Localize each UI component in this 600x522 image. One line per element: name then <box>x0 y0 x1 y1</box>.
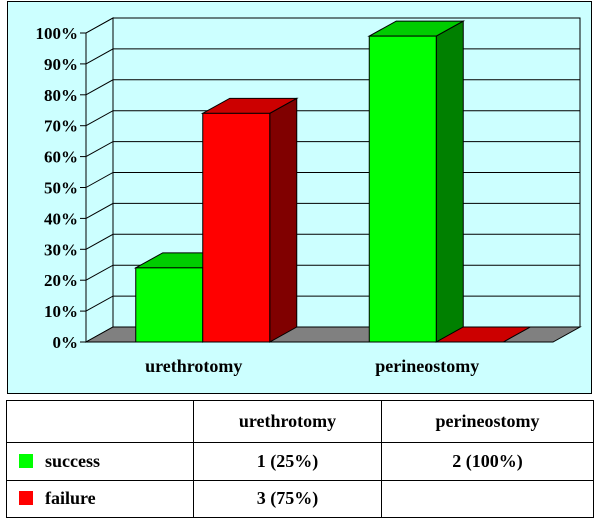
table-header-urethrotomy: urethrotomy <box>193 399 382 444</box>
y-tick-label: 20% <box>44 271 78 290</box>
chart-panel: 0% 10% 20% 30% 40% 50% 60% 70% 80% 90% 100% urethro… <box>7 1 592 394</box>
y-tick-label: 40% <box>44 209 78 228</box>
legend-success: success <box>6 442 194 481</box>
success-perineostomy-bar-side <box>435 20 464 343</box>
y-tick-label: 30% <box>44 240 78 259</box>
failure-swatch <box>19 491 33 506</box>
success-perineostomy-bar <box>368 35 437 343</box>
y-tick-label: 90% <box>44 55 78 74</box>
failure-urethrotomy-bar-side <box>269 97 298 343</box>
success-urethrotomy-cell: 1 (25%) <box>193 442 382 481</box>
table-header-perineostomy: perineostomy <box>381 399 594 444</box>
x-tick-label: perineostomy <box>375 356 479 376</box>
table-header-row: urethrotomy perineostomy <box>6 399 594 444</box>
success-urethrotomy-bar <box>135 267 204 343</box>
failure-perineostomy-cell <box>381 479 594 519</box>
y-tick-label: 0% <box>53 333 79 352</box>
legend-failure: failure <box>6 479 194 519</box>
y-tick-label: 60% <box>44 148 78 167</box>
failure-urethrotomy-bar <box>202 112 271 343</box>
y-tick-label: 50% <box>44 179 78 198</box>
data-table: urethrotomy perineostomy success 1 (25%)… <box>6 399 594 519</box>
y-tick-label: 100% <box>36 24 79 43</box>
x-tick-label: urethrotomy <box>145 356 242 376</box>
failure-urethrotomy-cell: 3 (75%) <box>193 479 382 519</box>
gridline <box>85 17 580 34</box>
y-tick-label: 70% <box>44 117 78 136</box>
y-tick-label: 80% <box>44 86 78 105</box>
table-header-empty <box>6 399 194 444</box>
bar-chart: 0% 10% 20% 30% 40% 50% 60% 70% 80% 90% 100% urethro… <box>36 17 582 376</box>
y-tick-label: 10% <box>44 302 78 321</box>
success-perineostomy-cell: 2 (100%) <box>381 442 594 481</box>
success-swatch <box>19 454 33 469</box>
table-row: success 1 (25%) 2 (100%) <box>6 442 594 481</box>
legend-success-label: success <box>45 451 100 472</box>
table-row: failure 3 (75%) <box>6 479 594 519</box>
legend-failure-label: failure <box>45 488 96 509</box>
